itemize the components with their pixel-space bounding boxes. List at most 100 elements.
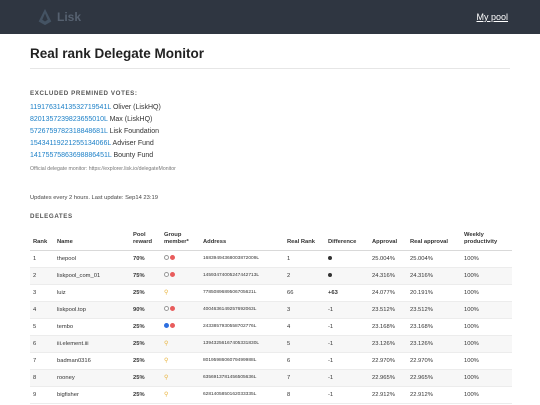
productivity-cell: 100% — [461, 267, 512, 285]
col-real-approval: Real approval — [407, 228, 461, 251]
pool-reward-cell: 75% — [130, 267, 161, 285]
delegate-name-link[interactable]: thepool — [54, 250, 130, 268]
difference-cell — [325, 250, 369, 268]
lightbulb-icon: ⚲ — [164, 341, 169, 347]
pool-reward-cell: 25% — [130, 352, 161, 370]
pool-reward-cell: 25% — [130, 369, 161, 387]
productivity-cell: 100% — [461, 369, 512, 387]
my-pool-link[interactable]: My pool — [476, 12, 508, 22]
pool-reward-cell: 70% — [130, 250, 161, 268]
real-rank-cell: 1 — [284, 250, 325, 268]
no-change-dot-icon — [328, 272, 332, 277]
delegate-name-link[interactable]: rooney — [54, 369, 130, 387]
logo[interactable]: Lisk — [36, 8, 81, 26]
productivity-cell: 100% — [461, 284, 512, 302]
group-member-cell — [161, 301, 200, 319]
difference-cell: -1 — [325, 301, 369, 319]
premined-list: 11917631413532719541L Oliver (LiskHQ) 82… — [30, 102, 161, 162]
table-row: 8 rooney 25% ⚲ 6356913781456505636L 7 -1 22.965… — [30, 369, 512, 387]
pool-reward-cell: 25% — [130, 284, 161, 302]
approval-cell: 24.316% — [369, 267, 407, 285]
real-approval-cell: 23.168% — [407, 318, 461, 336]
real-approval-cell: 23.512% — [407, 301, 461, 319]
premined-address-link[interactable]: 8201357239823655010L — [30, 116, 108, 123]
group-member-cell — [161, 318, 200, 336]
delegate-name-link[interactable]: bigfisher — [54, 386, 130, 404]
delegate-name-link[interactable]: badman0316 — [54, 352, 130, 370]
group-member-icon — [164, 323, 175, 328]
logo-text: Lisk — [57, 10, 82, 24]
rank-cell: 5 — [30, 318, 54, 336]
rank-cell: 4 — [30, 301, 54, 319]
premined-heading: EXCLUDED PREMINED VOTES: — [30, 90, 138, 97]
real-rank-cell: 8 — [284, 386, 325, 404]
premined-owner: Adviser Fund — [112, 140, 154, 147]
table-header-row: Rank Name Pool reward Group member* Addr… — [30, 228, 512, 251]
group-member-cell — [161, 250, 200, 268]
group-member-cell: ⚲ — [161, 335, 200, 353]
address-cell: 4004636149257692063L — [200, 301, 284, 319]
productivity-cell: 100% — [461, 386, 512, 404]
col-approval: Approval — [369, 228, 407, 251]
productivity-cell: 100% — [461, 352, 512, 370]
approval-cell: 22.970% — [369, 352, 407, 370]
difference-cell: -1 — [325, 386, 369, 404]
premined-item: 5726759782318848681L Lisk Foundation — [30, 126, 161, 138]
delegate-name-link[interactable]: liskpool_com_01 — [54, 267, 130, 285]
pool-reward-cell: 25% — [130, 386, 161, 404]
real-rank-cell: 66 — [284, 284, 325, 302]
delegate-name-link[interactable]: iii.element.iii — [54, 335, 130, 353]
premined-item: 8201357239823655010L Max (LiskHQ) — [30, 114, 161, 126]
page-title: Real rank Delegate Monitor — [30, 46, 205, 61]
approval-cell: 23.512% — [369, 301, 407, 319]
difference-cell: +63 — [325, 284, 369, 302]
difference-cell: -1 — [325, 369, 369, 387]
approval-cell: 22.912% — [369, 386, 407, 404]
rank-cell: 8 — [30, 369, 54, 387]
group-dot — [164, 272, 169, 277]
real-rank-cell: 5 — [284, 335, 325, 353]
lightbulb-icon: ⚲ — [164, 290, 169, 296]
rank-cell: 6 — [30, 335, 54, 353]
delegate-name-link[interactable]: luiz — [54, 284, 130, 302]
premined-address-link[interactable]: 5726759782318848681L — [30, 128, 108, 135]
premined-address-link[interactable]: 14175575863698886451L — [30, 152, 112, 159]
pool-reward-cell: 25% — [130, 318, 161, 336]
col-difference: Difference — [325, 228, 369, 251]
premined-item: 14175575863698886451L Bounty Fund — [30, 150, 161, 162]
address-cell: 16839494368003872009L — [200, 250, 284, 268]
address-cell: 8019598606079499988L — [200, 352, 284, 370]
rank-cell: 3 — [30, 284, 54, 302]
rank-cell: 7 — [30, 352, 54, 370]
group-member-cell — [161, 267, 200, 285]
col-rank: Rank — [30, 228, 54, 251]
difference-cell: -1 — [325, 318, 369, 336]
real-rank-cell: 7 — [284, 369, 325, 387]
delegates-table: Rank Name Pool reward Group member* Addr… — [30, 228, 512, 404]
real-approval-cell: 20.191% — [407, 284, 461, 302]
approval-cell: 22.965% — [369, 369, 407, 387]
premined-address-link[interactable]: 11917631413532719541L — [30, 104, 111, 111]
group-member-cell: ⚲ — [161, 284, 200, 302]
rank-cell: 9 — [30, 386, 54, 404]
address-cell: 6281405850162033335L — [200, 386, 284, 404]
approval-cell: 25.004% — [369, 250, 407, 268]
delegate-name-link[interactable]: tembo — [54, 318, 130, 336]
premined-owner: Bounty Fund — [113, 152, 154, 159]
group-dot — [164, 255, 169, 260]
lisk-logo-icon — [38, 8, 52, 26]
group-dot — [170, 323, 175, 328]
table-row: 5 tembo 25% 2433857930558702776L 4 -1 23.168% 2… — [30, 318, 512, 336]
group-dot — [170, 306, 175, 311]
delegate-name-link[interactable]: liskpool.top — [54, 301, 130, 319]
real-approval-cell: 22.970% — [407, 352, 461, 370]
address-cell: 13943256167405331830L — [200, 335, 284, 353]
delegates-heading: DELEGATES — [30, 213, 73, 220]
rank-cell: 2 — [30, 267, 54, 285]
productivity-cell: 100% — [461, 301, 512, 319]
premined-address-link[interactable]: 15434119221255134066L — [30, 140, 111, 147]
address-cell: 14593474005247442713L — [200, 267, 284, 285]
col-real-rank: Real Rank — [284, 228, 325, 251]
top-navbar: Lisk My pool — [0, 0, 540, 34]
difference-cell — [325, 267, 369, 285]
